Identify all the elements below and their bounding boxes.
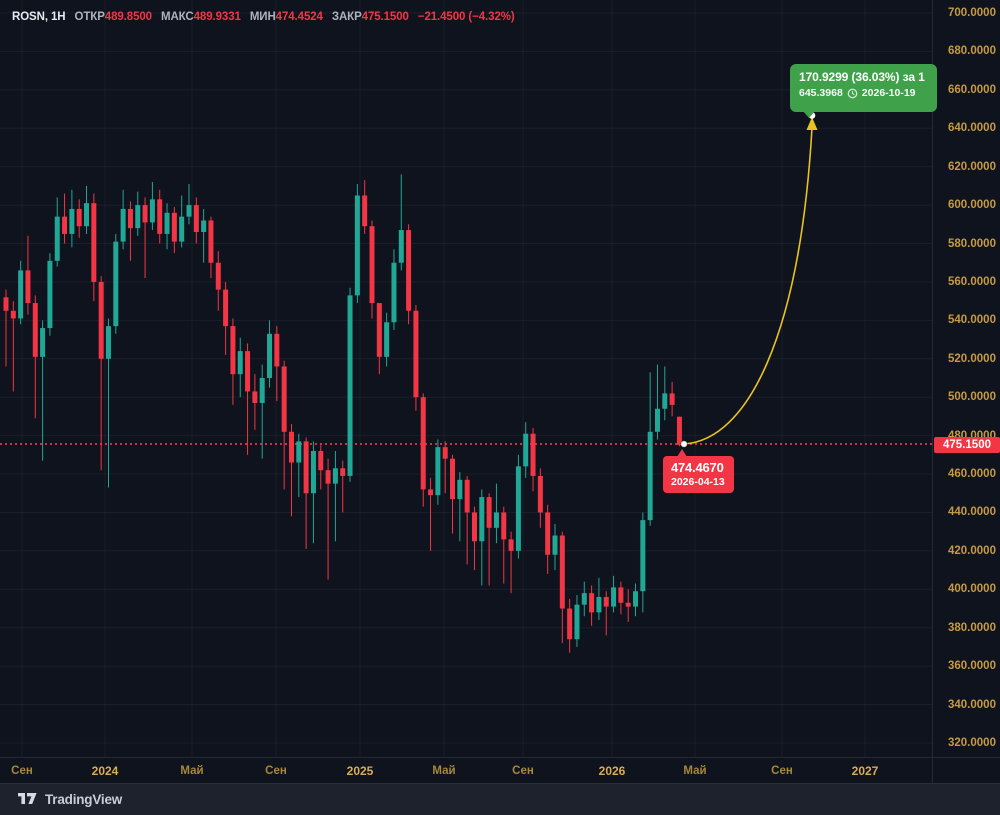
time-tick: Сен [265, 765, 287, 777]
time-tick: Май [180, 765, 204, 777]
projection-target-detail: 645.3968 2026-10-19 [799, 87, 937, 99]
time-tick: 2027 [851, 764, 879, 778]
price-tick: 640.0000 [948, 122, 996, 135]
change-label: −21.4500 (−4.32%) [417, 11, 515, 23]
price-tick: 580.0000 [948, 237, 996, 250]
bottom-toolbar: TradingView [0, 783, 1000, 815]
open-field: ОТКР489.8500 [74, 11, 153, 23]
time-tick: Сен [512, 765, 534, 777]
time-tick: Сен [771, 765, 793, 777]
price-tick: 560.0000 [948, 275, 996, 288]
price-tick: 600.0000 [948, 199, 996, 212]
price-tick: 380.0000 [948, 621, 996, 634]
price-tick: 340.0000 [948, 698, 996, 711]
time-tick: Сен [11, 765, 33, 777]
time-tick: Май [683, 765, 707, 777]
price-tick: 360.0000 [948, 660, 996, 673]
price-tick: 420.0000 [948, 544, 996, 557]
projection-target-price: 645.3968 [799, 87, 843, 99]
projection-gain-label: 170.9299 (36.03%) за 1 [799, 70, 925, 84]
price-tick: 520.0000 [948, 352, 996, 365]
chart-pane[interactable] [0, 0, 932, 757]
price-tick: 460.0000 [948, 468, 996, 481]
price-tick: 440.0000 [948, 506, 996, 519]
last-price-dotted-line [0, 443, 932, 445]
projection-start-date: 2026-04-13 [671, 476, 725, 488]
tradingview-logo-icon[interactable] [18, 793, 37, 806]
tradingview-watermark[interactable]: TradingView [45, 792, 123, 807]
last-price-tag[interactable]: 475.1500 [934, 437, 1000, 453]
price-axis[interactable]: 475.1500 700.0000 680.0000 660.0000 640.000… [932, 0, 1000, 783]
low-field: МИН474.4524 [249, 11, 323, 23]
price-tick: 620.0000 [948, 160, 996, 173]
symbol-legend[interactable]: ROSN, 1H ОТКР489.8500 МАКС489.9331 МИН47… [12, 11, 515, 23]
price-tick: 500.0000 [948, 391, 996, 404]
clock-icon [847, 88, 858, 98]
price-tick: 400.0000 [948, 583, 996, 596]
red-callout-tail [677, 449, 687, 457]
projection-start-callout[interactable]: 474.4670 2026-04-13 [663, 456, 734, 493]
price-tick: 680.0000 [948, 45, 996, 58]
price-tick: 700.0000 [948, 7, 996, 19]
close-field: ЗАКР475.1500 [331, 11, 409, 23]
price-tick: 540.0000 [948, 314, 996, 327]
green-callout-tail [803, 111, 815, 118]
time-tick: Май [432, 765, 456, 777]
price-tick: 320.0000 [948, 736, 996, 749]
time-tick: 2026 [598, 764, 626, 778]
symbol-interval-label[interactable]: ROSN, 1H [12, 11, 66, 23]
high-field: МАКС489.9331 [160, 11, 241, 23]
projection-target-date: 2026-10-19 [861, 87, 916, 99]
time-tick: 2025 [346, 764, 374, 778]
price-tick: 660.0000 [948, 83, 996, 96]
candlestick-series[interactable] [0, 0, 932, 757]
time-axis[interactable]: Сен 2024 Май Сен 2025 Май Сен 2026 Май Сен 2027 [0, 757, 1000, 784]
time-tick: 2024 [91, 764, 119, 778]
projection-target-callout[interactable]: 170.9299 (36.03%) за 1 645.3968 2026-10-… [790, 64, 937, 112]
projection-start-price: 474.4670 [671, 460, 724, 475]
